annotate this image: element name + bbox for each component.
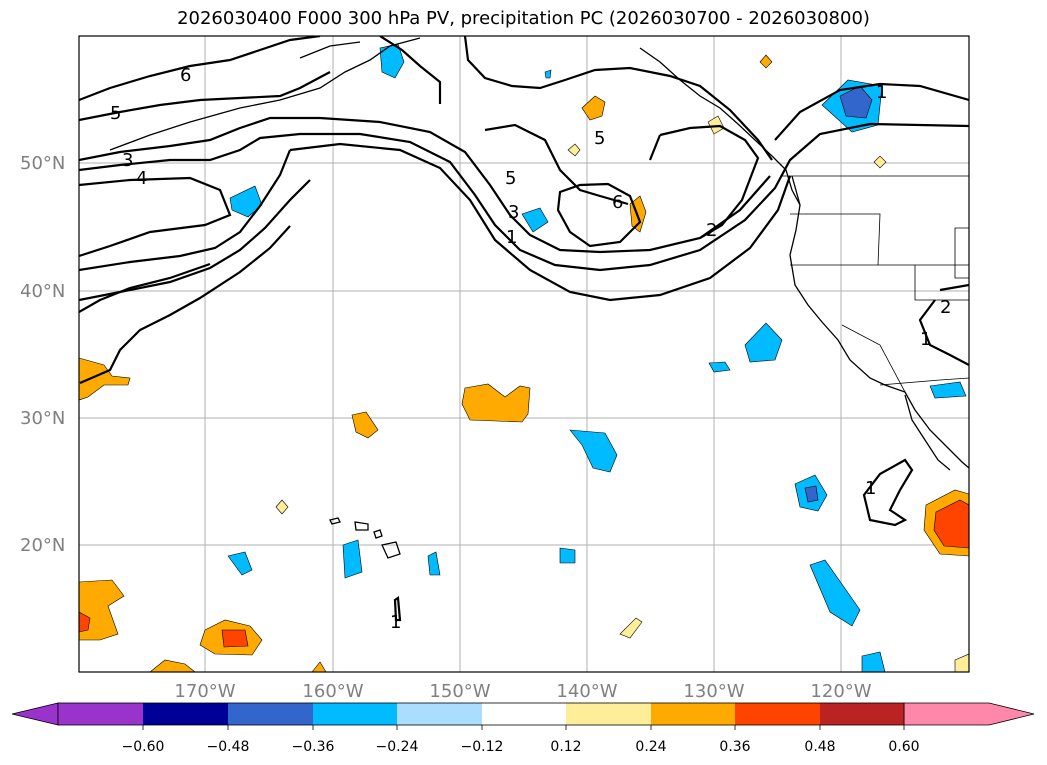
gridlines (79, 36, 969, 672)
latitude-labels: 50°N 40°N 30°N 20°N (20, 153, 65, 556)
colorbar-swatch (482, 703, 567, 725)
pv-contours (79, 36, 969, 622)
contour-label: 5 (110, 103, 121, 124)
contour-label: 5 (505, 168, 516, 189)
lat-label: 40°N (20, 281, 65, 302)
colorbar-tick-label: −0.24 (376, 739, 419, 755)
colorbar-tick-label: 0.48 (804, 739, 835, 755)
contour-label: 3 (122, 150, 133, 171)
colorbar-swatch (651, 703, 736, 725)
lon-label: 130°W (683, 681, 744, 702)
lon-label: 140°W (556, 681, 617, 702)
colorbar-swatch (820, 703, 904, 725)
contour-label: 2 (940, 297, 951, 318)
colorbar-extend-left (11, 702, 59, 726)
colorbar-swatch (143, 703, 228, 725)
colorbar-swatch (313, 703, 398, 725)
longitude-labels: 170°W 160°W 150°W 140°W 130°W 120°W (174, 681, 871, 702)
colorbar-swatch (397, 703, 482, 725)
colorbar-tick-label: −0.36 (292, 739, 335, 755)
colorbar-swatch (735, 703, 820, 725)
contour-labels: 6 5 3 4 5 3 1 5 6 2 1 2 1 1 1 (110, 65, 951, 633)
colorbar-frame (57, 702, 905, 726)
contour-label: 2 (706, 220, 717, 241)
colorbar-tick-label: 0.60 (888, 739, 919, 755)
coastlines (109, 37, 969, 559)
colorbar: −0.60 −0.48 −0.36 −0.24 −0.12 0.12 0.24 … (11, 702, 1035, 755)
precip-positive-areas (79, 54, 969, 672)
colorbar-tick-label: −0.48 (207, 739, 250, 755)
lat-label: 50°N (20, 153, 65, 174)
contour-label: 1 (390, 612, 401, 633)
lon-label: 120°W (810, 681, 871, 702)
precip-negative-areas (227, 43, 967, 672)
lat-label: 20°N (20, 535, 65, 556)
colorbar-swatch (58, 703, 143, 725)
colorbar-extend-right (903, 702, 1035, 726)
colorbar-tick-label: 0.12 (550, 739, 581, 755)
lat-label: 30°N (20, 408, 65, 429)
contour-label: 1 (920, 329, 931, 350)
colorbar-tick-label: −0.60 (122, 739, 165, 755)
lon-label: 160°W (302, 681, 363, 702)
colorbar-tick-label: −0.12 (461, 739, 504, 755)
contour-label: 6 (612, 192, 623, 213)
lon-label: 150°W (429, 681, 490, 702)
contour-label: 5 (594, 128, 605, 149)
map-title: 2026030400 F000 300 hPa PV, precipitatio… (177, 8, 870, 29)
contour-label: 3 (508, 202, 519, 223)
colorbar-swatch (228, 703, 313, 725)
colorbar-swatch (566, 703, 651, 725)
political-borders (780, 175, 969, 393)
colorbar-tick-label: 0.36 (719, 739, 750, 755)
map-border (78, 35, 970, 673)
contour-label: 6 (180, 65, 191, 86)
contour-label: 1 (876, 82, 887, 103)
contour-label: 4 (136, 168, 147, 189)
colorbar-tick-label: 0.24 (635, 739, 666, 755)
contour-label: 1 (506, 227, 517, 248)
lon-label: 170°W (174, 681, 235, 702)
contour-label: 1 (865, 478, 876, 499)
